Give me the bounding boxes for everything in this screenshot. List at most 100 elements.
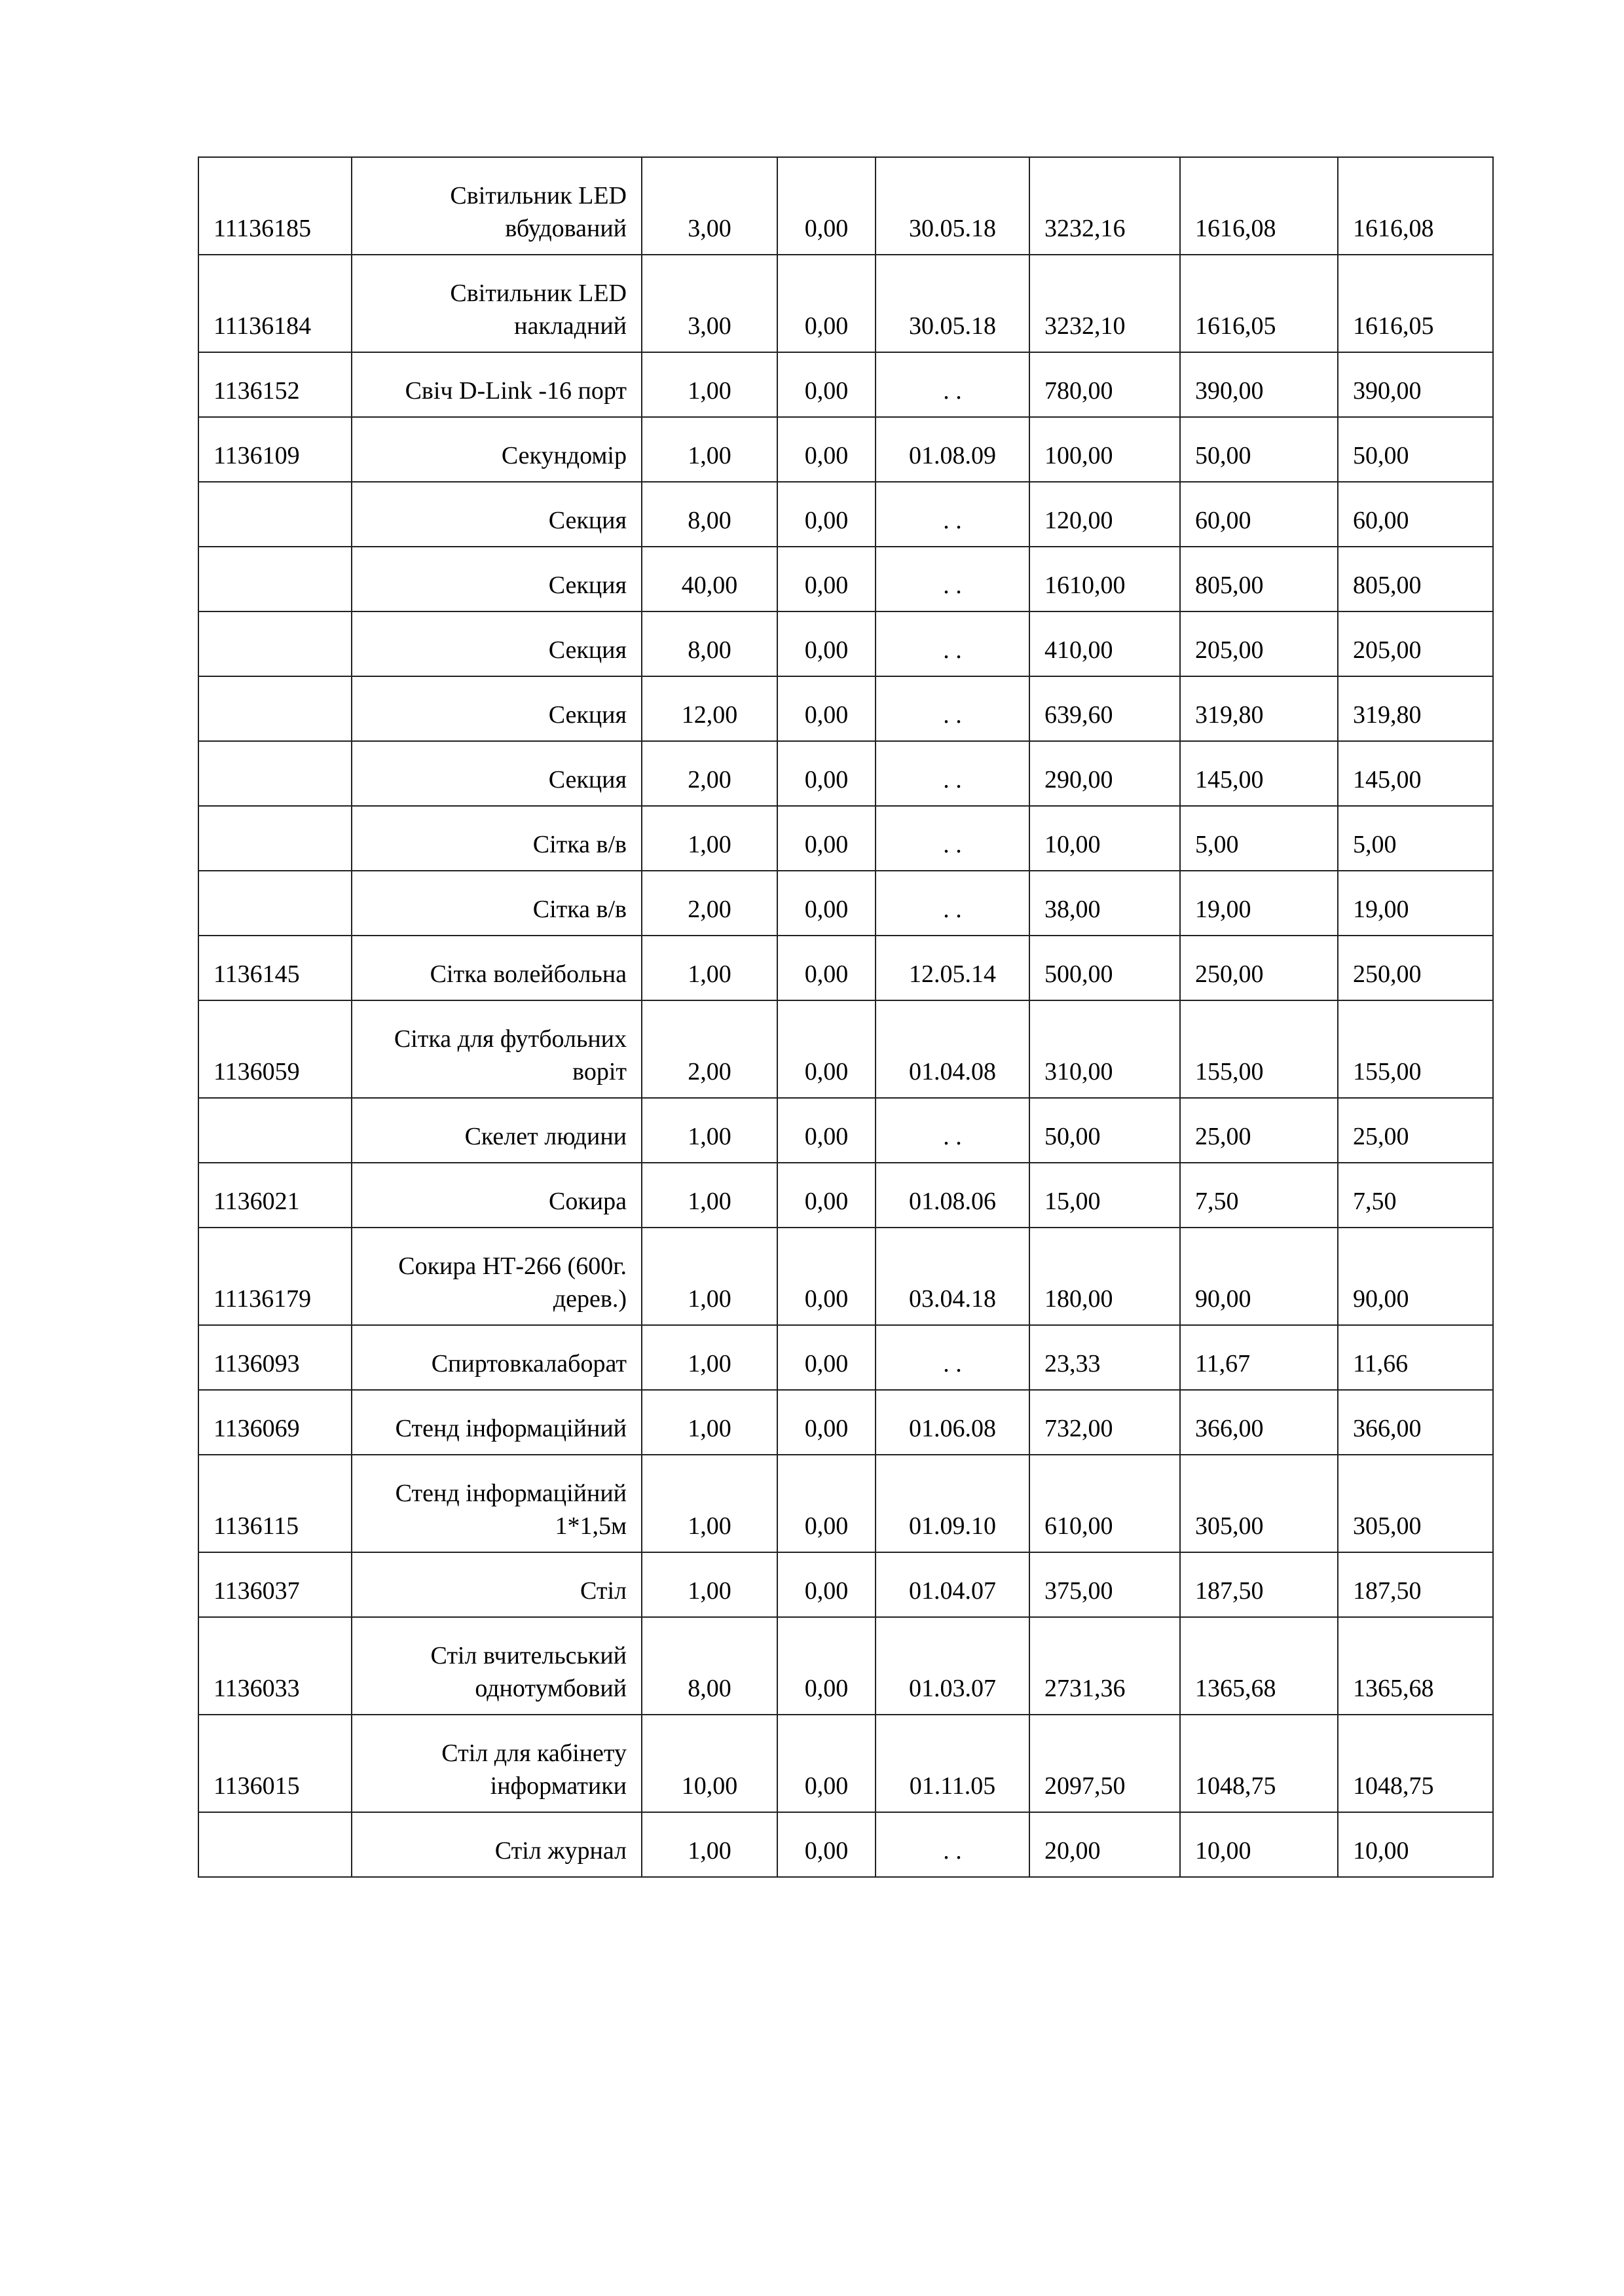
date-cell: 30.05.18	[875, 156, 1030, 255]
amount-b-cell: 305,00	[1337, 1454, 1494, 1553]
quantity-cell: 1,00	[641, 1552, 778, 1618]
quantity-cell: 2,00	[641, 740, 778, 807]
sum-cell: 1610,00	[1029, 546, 1181, 612]
date-cell: 01.04.08	[875, 1000, 1030, 1099]
sum-cell: 639,60	[1029, 676, 1181, 742]
amount-a-cell: 90,00	[1179, 1227, 1338, 1326]
quantity-cell: 1,00	[641, 1812, 778, 1878]
value-2-cell: 0,00	[777, 676, 876, 742]
date-cell: . .	[875, 870, 1030, 936]
item-name-cell: Стіл для кабінету інформатики	[351, 1714, 642, 1813]
amount-a-cell: 50,00	[1179, 416, 1338, 483]
amount-b-cell: 390,00	[1337, 352, 1494, 418]
item-name-cell: Стіл журнал	[351, 1812, 642, 1878]
quantity-cell: 1,00	[641, 1227, 778, 1326]
quantity-cell: 12,00	[641, 676, 778, 742]
amount-a-cell: 187,50	[1179, 1552, 1338, 1618]
quantity-cell: 40,00	[641, 546, 778, 612]
amount-b-cell: 90,00	[1337, 1227, 1494, 1326]
quantity-cell: 2,00	[641, 870, 778, 936]
value-2-cell: 0,00	[777, 740, 876, 807]
amount-a-cell: 19,00	[1179, 870, 1338, 936]
table-row: 1136109 Секундомір 1,00 0,00 01.08.09 100,00 5…	[198, 416, 1494, 483]
table-row: 1136033 Стіл вчительський однотумбовий 8,0…	[198, 1616, 1494, 1715]
item-code-cell	[198, 481, 352, 547]
table-row: 1136021 Сокира 1,00 0,00 01.08.06 15,00 7,50 7,…	[198, 1162, 1494, 1228]
amount-a-cell: 1616,05	[1179, 254, 1338, 353]
quantity-cell: 1,00	[641, 1162, 778, 1228]
quantity-cell: 8,00	[641, 481, 778, 547]
date-cell: . .	[875, 740, 1030, 807]
quantity-cell: 2,00	[641, 1000, 778, 1099]
item-code-cell: 1136037	[198, 1552, 352, 1618]
value-2-cell: 0,00	[777, 1227, 876, 1326]
table-row: 1136093 Спиртовкалаборат 1,00 0,00. . 23,33 1…	[198, 1324, 1494, 1391]
amount-a-cell: 60,00	[1179, 481, 1338, 547]
inventory-table: 11136185 Світильник LED вбудований 3,00 0,0…	[198, 156, 1494, 1878]
amount-a-cell: 390,00	[1179, 352, 1338, 418]
item-code-cell: 11136179	[198, 1227, 352, 1326]
amount-b-cell: 19,00	[1337, 870, 1494, 936]
date-cell: . .	[875, 481, 1030, 547]
value-2-cell: 0,00	[777, 416, 876, 483]
date-cell: 12.05.14	[875, 935, 1030, 1001]
amount-a-cell: 155,00	[1179, 1000, 1338, 1099]
item-code-cell: 1136021	[198, 1162, 352, 1228]
amount-a-cell: 1365,68	[1179, 1616, 1338, 1715]
item-code-cell	[198, 676, 352, 742]
value-2-cell: 0,00	[777, 611, 876, 677]
sum-cell: 23,33	[1029, 1324, 1181, 1391]
item-code-cell: 11136184	[198, 254, 352, 353]
item-code-cell	[198, 611, 352, 677]
date-cell: . .	[875, 611, 1030, 677]
item-code-cell	[198, 870, 352, 936]
sum-cell: 10,00	[1029, 805, 1181, 871]
item-code-cell: 1136109	[198, 416, 352, 483]
sum-cell: 3232,16	[1029, 156, 1181, 255]
item-code-cell	[198, 1812, 352, 1878]
table-row: 1136069 Стенд інформаційний 1,00 0,00 01.06.…	[198, 1389, 1494, 1455]
item-name-cell: Секундомір	[351, 416, 642, 483]
quantity-cell: 1,00	[641, 1324, 778, 1391]
date-cell: . .	[875, 546, 1030, 612]
item-name-cell: Спиртовкалаборат	[351, 1324, 642, 1391]
value-2-cell: 0,00	[777, 1162, 876, 1228]
item-name-cell: Сітка в/в	[351, 805, 642, 871]
item-name-cell: Світильник LED вбудований	[351, 156, 642, 255]
amount-b-cell: 10,00	[1337, 1812, 1494, 1878]
date-cell: . .	[875, 1097, 1030, 1163]
item-code-cell: 1136145	[198, 935, 352, 1001]
sum-cell: 610,00	[1029, 1454, 1181, 1553]
item-code-cell: 1136059	[198, 1000, 352, 1099]
amount-b-cell: 1048,75	[1337, 1714, 1494, 1813]
table-row: Сітка в/в 2,00 0,00. . 38,00 19,00 19,00	[198, 870, 1494, 936]
amount-b-cell: 1616,08	[1337, 156, 1494, 255]
table-row: 11136179 Сокира НТ-266 (600г. дерев.) 1,00…	[198, 1227, 1494, 1326]
item-code-cell: 1136033	[198, 1616, 352, 1715]
amount-a-cell: 205,00	[1179, 611, 1338, 677]
table-row: 1136015 Стіл для кабінету інформатики 10,0…	[198, 1714, 1494, 1813]
sum-cell: 780,00	[1029, 352, 1181, 418]
sum-cell: 180,00	[1029, 1227, 1181, 1326]
date-cell: 01.09.10	[875, 1454, 1030, 1553]
item-code-cell: 1136015	[198, 1714, 352, 1813]
item-code-cell: 11136185	[198, 156, 352, 255]
amount-b-cell: 319,80	[1337, 676, 1494, 742]
item-code-cell	[198, 740, 352, 807]
date-cell: 01.08.06	[875, 1162, 1030, 1228]
table-row: Секция 2,00 0,00. . 290,00 145,00 145,00	[198, 740, 1494, 807]
value-2-cell: 0,00	[777, 156, 876, 255]
date-cell: 01.06.08	[875, 1389, 1030, 1455]
table-row: Стіл журнал 1,00 0,00. . 20,00 10,00 10,00	[198, 1812, 1494, 1878]
item-name-cell: Секция	[351, 481, 642, 547]
date-cell: 01.08.09	[875, 416, 1030, 483]
item-name-cell: Сітка для футбольних воріт	[351, 1000, 642, 1099]
sum-cell: 38,00	[1029, 870, 1181, 936]
amount-a-cell: 11,67	[1179, 1324, 1338, 1391]
amount-b-cell: 155,00	[1337, 1000, 1494, 1099]
item-name-cell: Сокира	[351, 1162, 642, 1228]
value-2-cell: 0,00	[777, 1552, 876, 1618]
amount-b-cell: 187,50	[1337, 1552, 1494, 1618]
item-name-cell: Стіл	[351, 1552, 642, 1618]
item-name-cell: Стіл вчительський однотумбовий	[351, 1616, 642, 1715]
